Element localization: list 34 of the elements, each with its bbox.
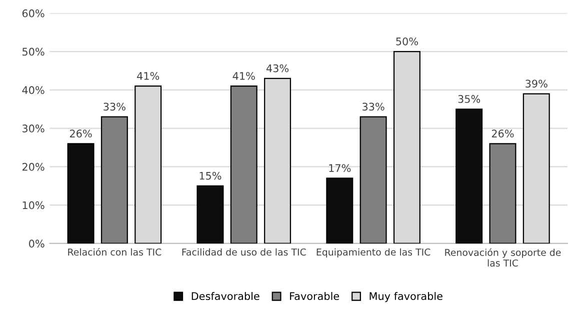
data-label: 33%: [362, 102, 384, 111]
data-label: 26%: [70, 130, 92, 138]
legend-label: Favorable: [290, 292, 340, 300]
data-label: 26%: [492, 130, 514, 138]
data-label: 41%: [232, 72, 255, 80]
y-tick-label: 40%: [22, 86, 44, 94]
data-label: 41%: [137, 72, 160, 80]
bar: [489, 143, 516, 244]
bar: [456, 108, 483, 244]
y-tick-label: 60%: [22, 9, 44, 18]
x-tick-label: Renovación y soporte de las TIC: [445, 248, 561, 267]
data-label: 39%: [526, 80, 548, 88]
y-tick-label: 20%: [22, 162, 44, 171]
bar: [67, 143, 94, 244]
data-label: 15%: [200, 172, 222, 180]
legend-label: Desfavorable: [192, 292, 260, 300]
x-tick-label: Equipamiento de las TIC: [316, 248, 430, 258]
y-tick-label: 0%: [29, 240, 44, 248]
y-tick-label: 50%: [22, 48, 44, 56]
bar: [326, 178, 354, 244]
legend-label: Muy favorable: [370, 292, 442, 302]
y-tick-label: 10%: [22, 201, 44, 210]
bar: [230, 86, 258, 244]
data-label: 50%: [396, 37, 418, 46]
x-tick-label: Relación con las TIC: [68, 248, 162, 256]
data-label: 43%: [266, 64, 289, 72]
data-label: 33%: [104, 102, 126, 111]
bar: [196, 185, 224, 244]
bar: [100, 116, 128, 244]
data-label: 17%: [329, 164, 351, 172]
data-label: 35%: [458, 95, 480, 103]
bar: [360, 116, 387, 244]
x-tick-label: Facilidad de uso de las TIC: [182, 248, 306, 256]
y-tick-label: 30%: [22, 124, 44, 132]
